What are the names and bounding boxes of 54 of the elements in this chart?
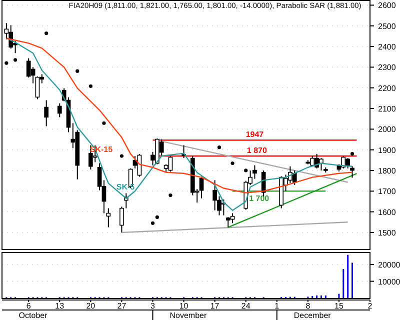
candlestick <box>57 102 62 118</box>
series-label: 1947 <box>246 130 264 140</box>
point <box>150 221 155 225</box>
y-tick-label: 1700 <box>378 187 396 196</box>
y-tick-label: 20000 <box>378 260 400 270</box>
point <box>88 84 92 88</box>
y-tick-label: 2100 <box>378 104 396 114</box>
series-label: SK-5 <box>116 182 136 192</box>
point <box>102 121 106 125</box>
y-tick-label: 2200 <box>378 84 396 93</box>
candlestick <box>226 216 230 228</box>
x2-tick-label: October <box>18 311 48 320</box>
x2-tick-label: November <box>170 311 207 320</box>
candlestick <box>44 100 49 127</box>
y-tick-label: 2500 <box>378 22 396 31</box>
y-tick-label: 2600 <box>378 1 396 10</box>
candlestick <box>35 76 40 100</box>
x-tick-label: 1 <box>274 302 280 310</box>
y-tick-label: 2400 <box>378 42 396 52</box>
x-tick-label: 15 <box>334 302 344 310</box>
point <box>4 61 8 65</box>
point <box>14 58 18 62</box>
x-tick-label: 10 <box>179 302 189 310</box>
y-tick-label: 1900 <box>378 146 396 155</box>
point <box>217 146 222 150</box>
x-tick-label: 27 <box>117 302 127 310</box>
x-tick-label: 20 <box>86 302 96 310</box>
x-tick-label: 17 <box>210 302 220 310</box>
y-tick-label: 10000 <box>378 277 400 286</box>
point <box>230 161 234 166</box>
x-tick-label: 8 <box>306 302 311 310</box>
point <box>120 154 124 158</box>
series-label: 1 700 <box>249 194 270 204</box>
x-tick-label: 6 <box>26 302 32 310</box>
point <box>350 152 354 156</box>
candlestick <box>168 156 173 172</box>
x-tick-label: 13 <box>55 302 65 310</box>
candlestick <box>341 156 346 169</box>
y-tick-label: 1500 <box>378 228 396 238</box>
candlestick <box>230 212 235 224</box>
point <box>155 215 159 219</box>
y-tick-label: 2000 <box>378 125 396 134</box>
point <box>76 69 80 73</box>
point <box>168 193 172 198</box>
x-tick-label: 24 <box>241 302 251 310</box>
x2-tick-label: December <box>294 311 332 320</box>
series-label: 1 870 <box>246 146 268 156</box>
x-tick-label: 2 <box>368 302 373 310</box>
x-tick-label: 3 <box>150 302 156 310</box>
point <box>244 168 248 172</box>
point <box>44 31 48 36</box>
y-tick-label: 1600 <box>378 208 396 217</box>
y-tick-label: 1800 <box>378 166 396 176</box>
y-tick-label: 2300 <box>378 63 396 72</box>
